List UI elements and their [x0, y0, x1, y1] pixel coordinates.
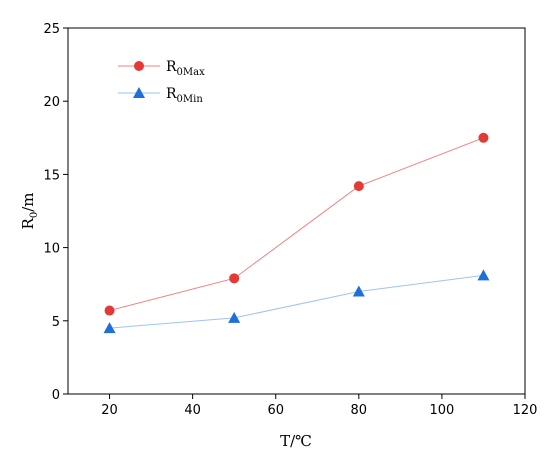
- data-point-r0max: [104, 305, 115, 316]
- data-point-r0max: [478, 132, 489, 143]
- x-axis-title: T/℃: [280, 432, 312, 450]
- x-tick-label: 20: [101, 403, 118, 418]
- x-tick-label: 120: [513, 403, 538, 418]
- y-tick-label: 5: [52, 315, 60, 330]
- data-point-r0max: [229, 273, 240, 284]
- data-point-r0max: [353, 181, 364, 192]
- legend-marker-r0min: [133, 87, 145, 98]
- y-tick-label: 25: [43, 22, 60, 37]
- y-tick-label: 10: [43, 242, 60, 257]
- data-point-r0min: [477, 269, 490, 281]
- x-tick-label: 40: [184, 403, 201, 418]
- data-point-r0min: [228, 311, 241, 323]
- legend-label-r0max: R0Max: [166, 59, 205, 78]
- x-tick-label: 100: [429, 403, 454, 418]
- y-axis: 0 5 10 15 20 25: [43, 22, 68, 403]
- x-axis: 20 40 60 80 100 120: [101, 394, 537, 418]
- legend: R0Max R0Min: [118, 59, 205, 105]
- y-tick-label: 20: [43, 95, 60, 110]
- series-line-r0max: [109, 137, 484, 312]
- plot-frame: [67, 27, 526, 395]
- x-tick-label: 60: [267, 403, 284, 418]
- data-point-r0min: [352, 285, 365, 297]
- y-axis-title: R0/m: [19, 193, 40, 230]
- x-tick-label: 80: [351, 403, 368, 418]
- legend-label-r0min: R0Min: [166, 86, 203, 105]
- series-layer: [103, 132, 490, 334]
- y-tick-label: 15: [43, 168, 60, 183]
- legend-marker-r0max: [134, 61, 144, 71]
- series-line-r0min: [109, 274, 484, 329]
- y-tick-label: 0: [52, 388, 60, 403]
- data-point-r0min: [103, 322, 116, 334]
